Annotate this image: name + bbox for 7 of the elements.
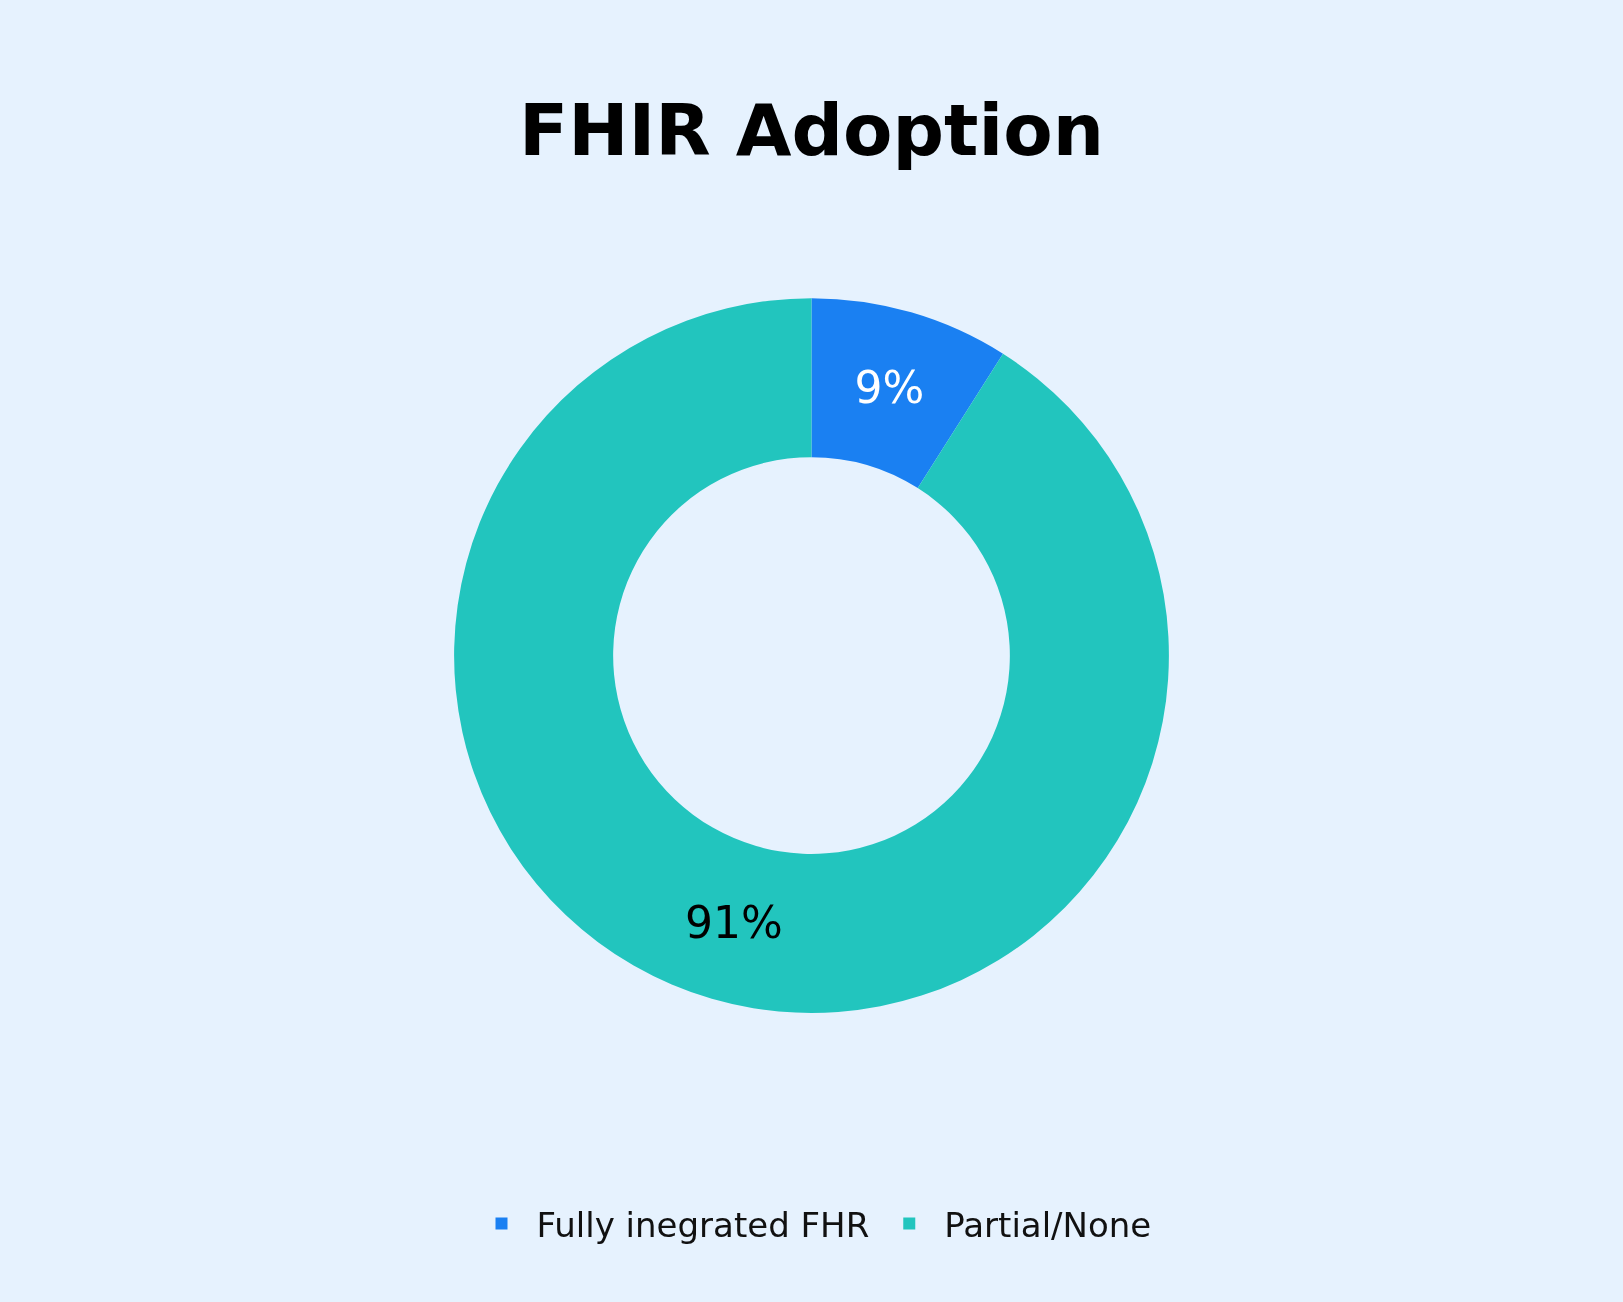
donut-slice — [454, 298, 1169, 1013]
legend-label: Fully inegrated FHR — [536, 1204, 870, 1245]
chart-title: FHIR Adoption — [519, 88, 1104, 173]
data-label: 91% — [685, 896, 783, 948]
data-label: 9% — [854, 361, 925, 413]
legend-label: Partial/None — [944, 1204, 1152, 1245]
donut-slice — [811, 298, 1003, 489]
